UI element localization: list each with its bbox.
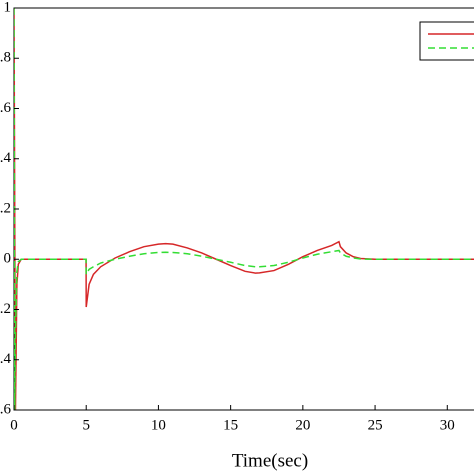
x-tick-label: 30	[440, 417, 455, 433]
x-tick-label: 0	[10, 417, 18, 433]
x-tick-label: 10	[151, 417, 166, 433]
x-tick-label: 5	[82, 417, 90, 433]
x-axis-label: Time(sec)	[232, 450, 308, 471]
y-tick-label: -0.2	[0, 301, 11, 317]
series-line	[14, 8, 474, 410]
x-tick-label: 25	[368, 417, 383, 433]
y-tick-label: 0.2	[0, 200, 11, 216]
y-tick-label: 0	[4, 251, 12, 267]
axes-frame	[13, 7, 474, 411]
legend-box	[419, 21, 474, 61]
x-tick-label: 15	[223, 417, 238, 433]
y-tick-label: -0.4	[0, 351, 11, 367]
y-tick-label: 0.4	[0, 150, 12, 166]
series-line	[14, 8, 474, 410]
y-tick-label: 0.8	[0, 50, 11, 66]
y-tick-label: 1	[4, 0, 12, 15]
x-tick-label: 20	[295, 417, 310, 433]
y-tick-label: 0.6	[0, 100, 12, 116]
y-tick-label: -0.6	[0, 401, 11, 417]
